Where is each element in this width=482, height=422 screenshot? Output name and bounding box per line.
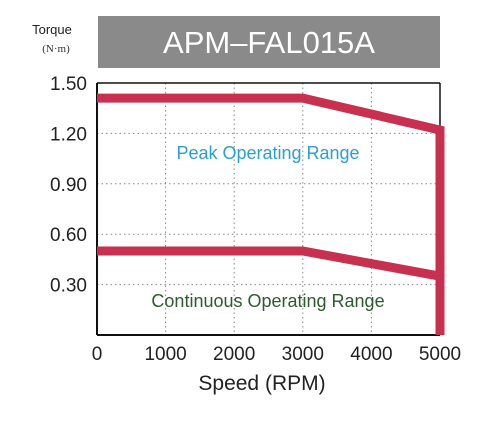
chart-title-banner [98, 16, 440, 68]
peak-torque-curve [97, 93, 445, 335]
y-axis-unit: (N·m) [42, 43, 70, 55]
x-tick-label: 2000 [213, 344, 255, 365]
series-group [97, 93, 445, 335]
tick-labels: 0.30 0.60 0.90 1.20 1.50 0 1000 2000 3000 4000 500… [50, 74, 461, 365]
y-tick-label: 1.20 [50, 124, 87, 145]
annotation-peak: Peak Operating Range [176, 143, 359, 163]
y-tick-label: 0.90 [50, 175, 87, 196]
x-tick-label: 1000 [144, 344, 186, 365]
x-tick-label: 0 [92, 344, 103, 365]
grid [97, 83, 440, 335]
y-tick-label: 0.60 [50, 225, 87, 246]
x-tick-label: 5000 [419, 344, 461, 365]
y-tick-label: 1.50 [50, 74, 87, 95]
x-tick-label: 4000 [350, 344, 392, 365]
chart-title: APM–FAL015A [163, 25, 375, 60]
x-axis-label: Speed (RPM) [198, 372, 325, 395]
y-tick-label: 0.30 [50, 276, 87, 297]
continuous-torque-curve [97, 246, 441, 281]
x-tick-label: 3000 [282, 344, 324, 365]
annotation-continuous: Continuous Operating Range [151, 291, 384, 311]
y-axis-label: Torque [32, 22, 72, 37]
